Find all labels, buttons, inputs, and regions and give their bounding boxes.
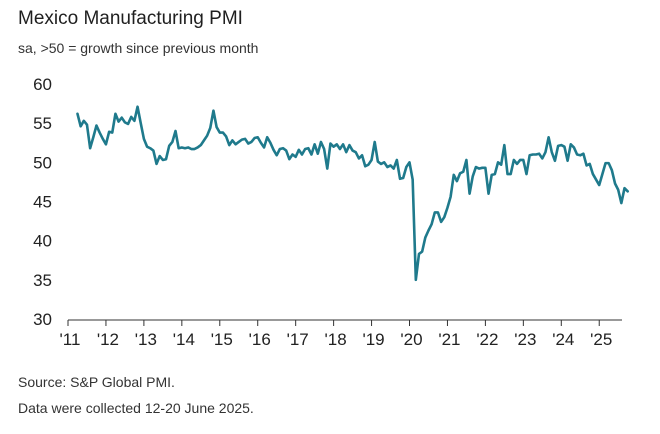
y-tick-label: 60	[33, 75, 52, 94]
x-tick-label: '24	[552, 330, 574, 349]
chart-subtitle: sa, >50 = growth since previous month	[18, 40, 259, 56]
y-tick-label: 30	[33, 310, 52, 329]
x-tick-label: '13	[135, 330, 157, 349]
x-tick-label: '17	[287, 330, 309, 349]
y-tick-label: 35	[33, 271, 52, 290]
series-line-mexico-pmi	[76, 105, 629, 282]
x-tick-label: '23	[514, 330, 536, 349]
x-tick-label: '22	[476, 330, 498, 349]
chart-title: Mexico Manufacturing PMI	[18, 8, 243, 29]
y-axis: 30 35 40 45 50 55 60	[33, 75, 52, 329]
y-tick-label: 50	[33, 153, 52, 172]
x-tick-label: '25	[590, 330, 612, 349]
y-tick-label: 45	[33, 193, 52, 212]
collection-note: Data were collected 12-20 June 2025.	[18, 400, 254, 416]
x-tick-label: '19	[362, 330, 384, 349]
y-tick-label: 55	[33, 114, 52, 133]
x-tick-label: '15	[211, 330, 233, 349]
series-layer	[76, 105, 629, 282]
x-tick-label: '14	[173, 330, 195, 349]
x-tick-label: '18	[325, 330, 347, 349]
source-note: Source: S&P Global PMI.	[18, 374, 175, 390]
x-tick-label: '11	[60, 330, 81, 349]
x-axis: '11 '12 '13 '14 '15 '16 '17 '18 '19 '20 '21 '22 '23 '…	[60, 319, 622, 349]
x-tick-label: '16	[249, 330, 271, 349]
x-tick-label: '21	[438, 330, 460, 349]
x-tick-label: '20	[400, 330, 422, 349]
y-tick-label: 40	[33, 232, 52, 251]
x-tick-label: '12	[97, 330, 119, 349]
